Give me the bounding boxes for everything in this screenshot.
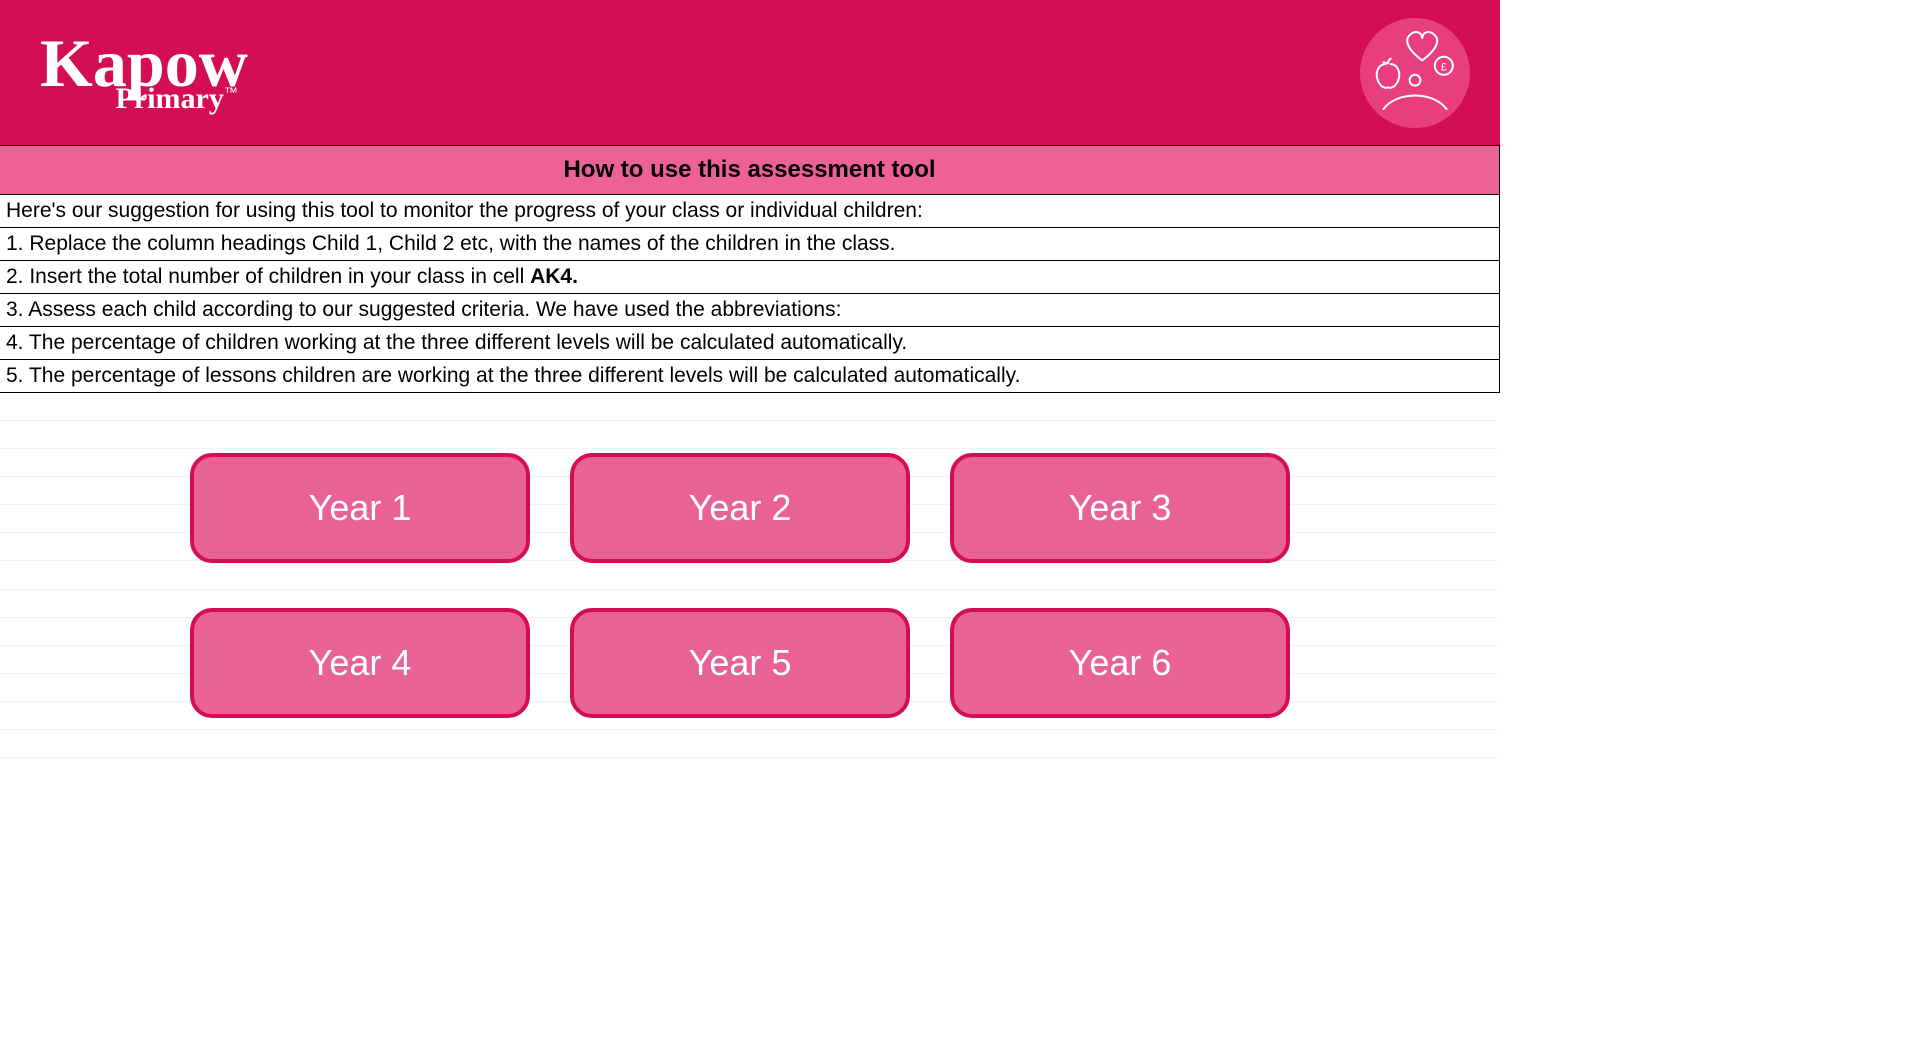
instruction-row: 5. The percentage of lessons children ar… xyxy=(0,360,1500,393)
instruction-text: 3. Assess each child according to our su… xyxy=(6,298,841,321)
year-button-label: Year 6 xyxy=(1069,642,1172,684)
instruction-text: Here's our suggestion for using this too… xyxy=(6,199,923,222)
instruction-row: 1. Replace the column headings Child 1, … xyxy=(0,228,1500,261)
instruction-text: 4. The percentage of children working at… xyxy=(6,331,907,354)
logo-tm: ™ xyxy=(224,84,238,100)
instruction-row: 2. Insert the total number of children i… xyxy=(0,261,1500,294)
section-title: How to use this assessment tool xyxy=(0,145,1500,195)
header-banner: Kapow Primary™ £ xyxy=(0,0,1500,145)
year-button-label: Year 3 xyxy=(1069,487,1172,529)
instruction-text: 5. The percentage of lessons children ar… xyxy=(6,364,1020,387)
instruction-row: 3. Assess each child according to our su… xyxy=(0,294,1500,327)
year-3-button[interactable]: Year 3 xyxy=(950,453,1290,563)
logo-sub: Primary xyxy=(116,82,224,115)
year-buttons-area: Year 1 Year 2 Year 3 Year 4 Year 5 Year … xyxy=(0,393,1500,758)
year-button-label: Year 5 xyxy=(689,642,792,684)
svg-text:£: £ xyxy=(1441,61,1447,73)
instruction-row: 4. The percentage of children working at… xyxy=(0,327,1500,360)
instruction-row: Here's our suggestion for using this too… xyxy=(0,195,1500,228)
instructions-list: Here's our suggestion for using this too… xyxy=(0,195,1500,393)
year-button-label: Year 1 xyxy=(309,487,412,529)
year-button-label: Year 2 xyxy=(689,487,792,529)
title-text: How to use this assessment tool xyxy=(563,156,935,183)
year-6-button[interactable]: Year 6 xyxy=(950,608,1290,718)
logo: Kapow Primary™ xyxy=(30,33,248,111)
year-5-button[interactable]: Year 5 xyxy=(570,608,910,718)
wellbeing-icon: £ xyxy=(1360,18,1470,128)
year-2-button[interactable]: Year 2 xyxy=(570,453,910,563)
year-4-button[interactable]: Year 4 xyxy=(190,608,530,718)
instruction-bold: AK4. xyxy=(530,265,578,288)
instruction-text: 1. Replace the column headings Child 1, … xyxy=(6,232,896,255)
year-1-button[interactable]: Year 1 xyxy=(190,453,530,563)
year-button-label: Year 4 xyxy=(309,642,412,684)
instruction-text: 2. Insert the total number of children i… xyxy=(6,265,530,288)
